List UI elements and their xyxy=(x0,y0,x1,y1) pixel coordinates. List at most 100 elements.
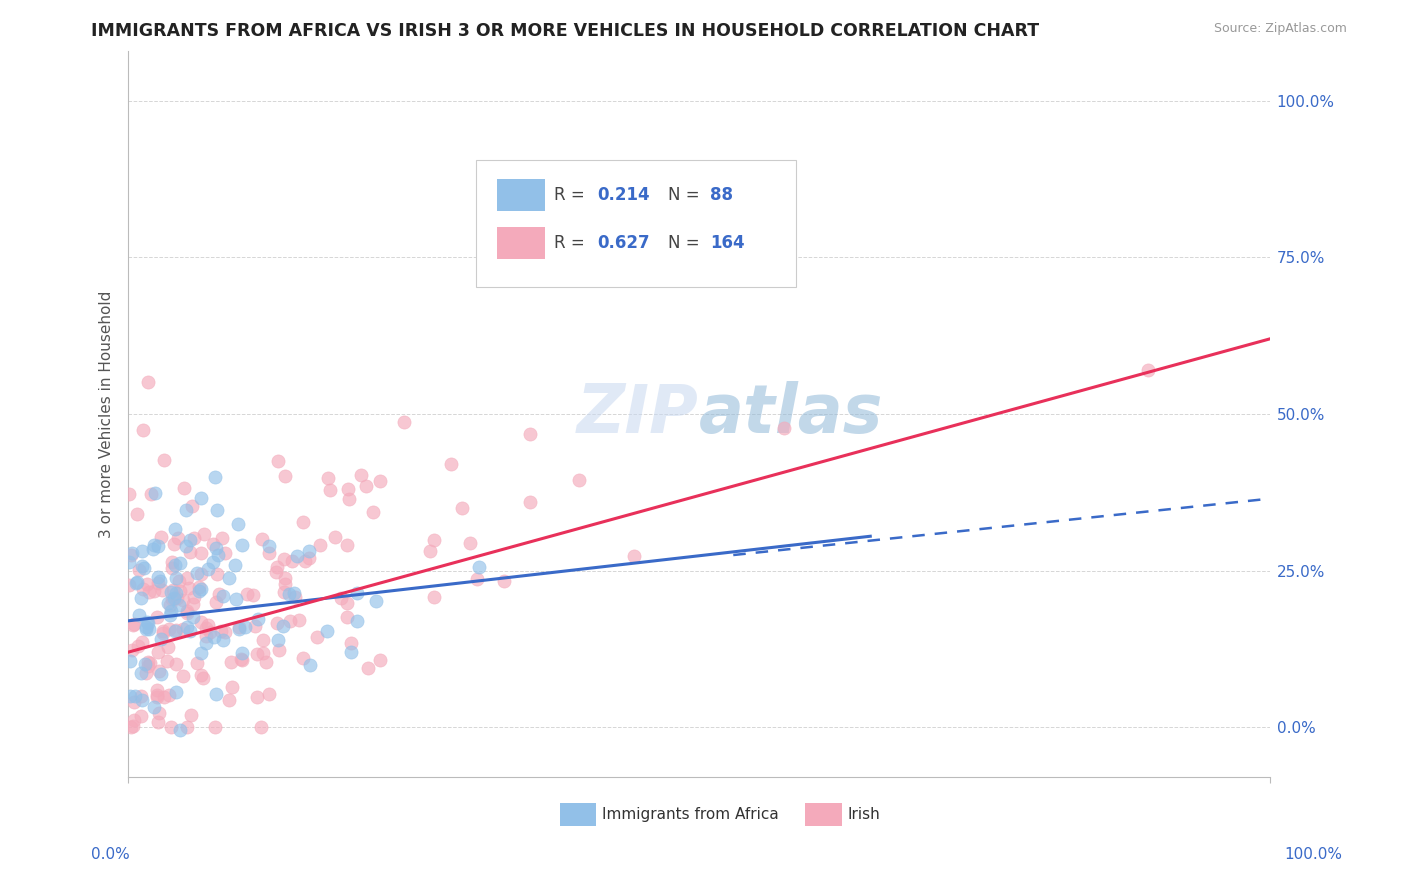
Point xyxy=(218,692,240,706)
Point xyxy=(165,657,187,671)
Point xyxy=(194,636,217,650)
Point xyxy=(149,632,172,647)
Point xyxy=(283,586,305,600)
Point xyxy=(458,536,481,550)
Point xyxy=(122,695,145,709)
Point xyxy=(190,582,212,596)
Point xyxy=(174,539,197,553)
Point xyxy=(204,470,226,484)
Point xyxy=(138,656,160,670)
Point xyxy=(160,555,183,569)
Point xyxy=(623,549,645,563)
Point xyxy=(336,483,359,497)
Text: 0.627: 0.627 xyxy=(598,235,650,252)
Text: atlas: atlas xyxy=(699,381,883,447)
Point xyxy=(214,624,236,639)
Point xyxy=(423,590,446,604)
Point xyxy=(392,415,415,429)
Point xyxy=(143,538,166,552)
Point xyxy=(173,481,195,495)
Point xyxy=(329,591,352,605)
Point xyxy=(132,561,155,575)
Point xyxy=(190,646,212,660)
Point xyxy=(163,591,186,605)
Point xyxy=(121,720,143,734)
Point xyxy=(176,620,198,634)
Point xyxy=(124,689,146,703)
Point xyxy=(160,720,183,734)
Point xyxy=(165,571,187,585)
Point xyxy=(146,645,169,659)
Point xyxy=(165,685,187,699)
Point xyxy=(214,546,236,560)
Point xyxy=(120,548,142,562)
Point xyxy=(146,570,169,584)
Point xyxy=(357,661,380,675)
Point xyxy=(340,644,363,658)
Point xyxy=(186,566,208,581)
Point xyxy=(138,622,160,636)
Point xyxy=(183,591,205,605)
Point xyxy=(149,574,172,588)
Point xyxy=(122,618,145,632)
Point xyxy=(191,671,214,685)
Point xyxy=(127,574,149,589)
Point xyxy=(246,612,269,626)
Point xyxy=(165,586,187,600)
Point xyxy=(194,629,217,643)
Point xyxy=(160,603,183,617)
Point xyxy=(156,654,179,668)
Point xyxy=(150,667,173,681)
FancyBboxPatch shape xyxy=(477,160,796,287)
Point xyxy=(243,619,266,633)
Point xyxy=(274,571,297,585)
Point xyxy=(231,538,253,552)
Point xyxy=(451,501,474,516)
Point xyxy=(193,526,215,541)
Point xyxy=(165,623,187,637)
Point xyxy=(150,530,173,544)
Text: Immigrants from Africa: Immigrants from Africa xyxy=(602,807,779,822)
Point xyxy=(142,583,165,598)
Point xyxy=(218,571,240,585)
Point xyxy=(127,507,149,521)
Point xyxy=(118,653,141,667)
Point xyxy=(361,505,384,519)
Point xyxy=(246,648,269,662)
Point xyxy=(122,616,145,631)
Point xyxy=(195,622,218,636)
Point xyxy=(176,720,198,734)
Point xyxy=(419,544,441,558)
Point xyxy=(254,655,277,669)
Point xyxy=(125,576,148,591)
Point xyxy=(169,556,191,570)
Point xyxy=(468,560,491,574)
Point xyxy=(148,715,170,730)
Point xyxy=(187,583,209,598)
Point xyxy=(153,690,176,705)
Point xyxy=(120,690,142,704)
Point xyxy=(132,582,155,597)
Point xyxy=(190,491,212,505)
Point xyxy=(274,576,297,591)
Point xyxy=(346,614,368,628)
Point xyxy=(121,546,143,560)
Point xyxy=(231,652,253,666)
Point xyxy=(118,578,141,592)
Point xyxy=(423,533,446,547)
Point xyxy=(1136,362,1159,376)
Point xyxy=(152,624,174,638)
Point xyxy=(242,587,264,601)
Point xyxy=(340,636,363,650)
Point xyxy=(298,551,321,566)
Point xyxy=(278,615,301,629)
Point xyxy=(146,690,169,704)
Point xyxy=(160,592,183,607)
Point xyxy=(190,566,212,581)
Point xyxy=(368,653,391,667)
Text: 88: 88 xyxy=(710,186,734,203)
Point xyxy=(150,583,173,598)
Point xyxy=(169,583,191,598)
Point xyxy=(181,610,204,624)
Point xyxy=(131,690,153,704)
